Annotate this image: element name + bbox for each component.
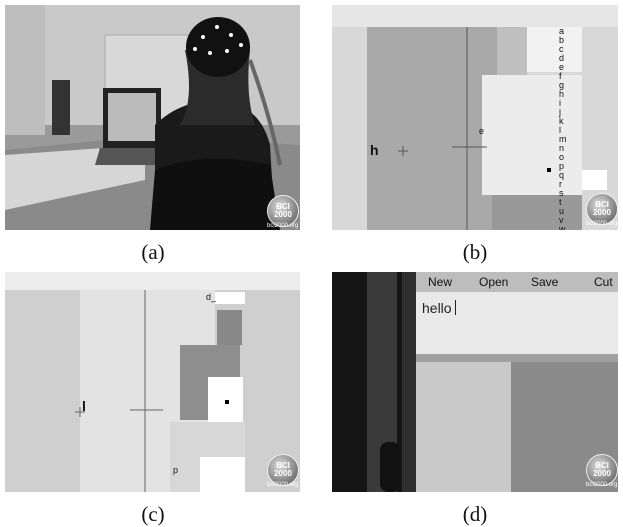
- letter-item: i: [559, 98, 561, 108]
- open-button[interactable]: Open: [479, 275, 509, 289]
- letter-item: c: [559, 44, 564, 54]
- panel-d-scene: [332, 272, 618, 492]
- letter-item: b: [559, 35, 565, 45]
- bci2000-logo-text: BCI 2000: [274, 461, 292, 478]
- bci2000-url: bci2000.org: [267, 482, 299, 488]
- editor-text: hello: [422, 300, 452, 316]
- letter-item: n: [559, 143, 565, 153]
- letter-item: e: [559, 62, 565, 72]
- panel-c-scene: [5, 272, 300, 492]
- letter-item: w: [559, 224, 566, 231]
- bci2000-logo-text: BCI 2000: [593, 461, 611, 478]
- bci2000-logo-text: BCI 2000: [593, 200, 611, 217]
- letter-item: v: [559, 215, 564, 225]
- letter-item: o: [559, 152, 565, 162]
- letter-item: r: [559, 179, 562, 189]
- panel-c-target-letter: l: [82, 398, 86, 414]
- letter-item: a: [559, 26, 565, 36]
- bci2000-url: bci2000.org: [586, 221, 618, 227]
- letter-item: l: [559, 125, 561, 135]
- panel-d-editor-photo: New Open Save Cut hello BCI 2000 bci2000…: [332, 272, 618, 492]
- panel-a-photo: BCI 2000 bci2000.org: [5, 5, 300, 230]
- letter-item: u: [559, 206, 565, 216]
- letter-item: d: [559, 53, 565, 63]
- letter-item: h: [559, 89, 565, 99]
- panel-b-letter-column: a b c d e f g h i j k l m n o p q r s t …: [559, 26, 577, 231]
- letter-item: s: [559, 188, 564, 198]
- caption-a: (a): [141, 240, 165, 264]
- bci2000-logo: BCI 2000: [586, 193, 618, 225]
- letter-item: k: [559, 116, 564, 126]
- letter-item: g: [559, 80, 565, 90]
- bci2000-logo: BCI 2000: [586, 454, 618, 486]
- bci2000-logo: BCI 2000: [267, 454, 299, 486]
- letter-item: t: [559, 197, 562, 207]
- letter-item: j: [559, 107, 561, 117]
- letter-item: q: [559, 170, 565, 180]
- letter-item: f: [559, 71, 562, 81]
- panel-c-word-box: d_: [206, 292, 217, 302]
- panel-b-scene: [332, 5, 618, 230]
- caption-b: (b): [462, 240, 488, 264]
- editor-textarea[interactable]: hello: [422, 300, 456, 316]
- bci2000-logo: BCI 2000: [267, 195, 299, 227]
- bci2000-logo-text: BCI 2000: [274, 202, 292, 219]
- panel-b-target-letter: h: [370, 142, 379, 158]
- save-button[interactable]: Save: [531, 275, 559, 289]
- bci2000-url: bci2000.org: [267, 223, 299, 229]
- panel-c-letter-p: p: [173, 465, 179, 475]
- cut-button[interactable]: Cut: [594, 275, 613, 289]
- new-button[interactable]: New: [428, 275, 453, 289]
- panel-b-cursor-letter: e: [479, 126, 485, 136]
- text-cursor: [454, 300, 456, 315]
- letter-item: m: [559, 134, 567, 144]
- panel-a-scene: [5, 5, 300, 230]
- panel-c-speller: l d_ p BCI 2000 bci2000.org: [5, 272, 300, 492]
- letter-item: p: [559, 161, 565, 171]
- caption-c: (c): [141, 502, 165, 526]
- panel-b-speller: h e a b c d e f g h i j k l m n o p q r …: [332, 5, 618, 230]
- caption-d: (d): [462, 502, 488, 526]
- bci2000-url: bci2000.org: [586, 482, 618, 488]
